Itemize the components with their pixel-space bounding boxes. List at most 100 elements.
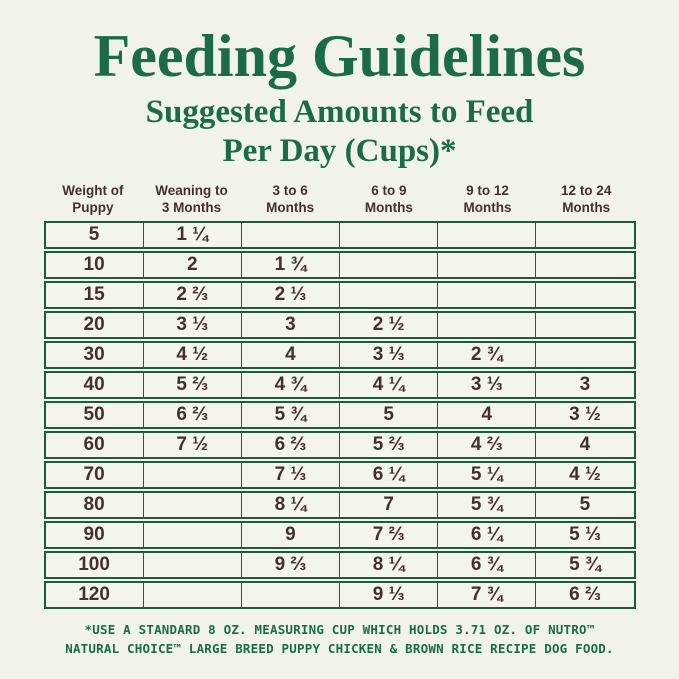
weight-cell: 100 <box>78 553 110 575</box>
cups-cell: 6 ¼ <box>339 462 437 487</box>
column-header-line1: 12 to 24 <box>561 182 612 198</box>
cups-cell: 5 ⅔ <box>339 432 437 457</box>
cups-cell <box>142 522 241 547</box>
subtitle-line-2: Per Day (Cups)* <box>222 133 457 170</box>
cups-cell: 6 ¼ <box>437 522 535 547</box>
cups-cell <box>437 282 535 307</box>
column-header: 3 to 6 Months <box>241 183 340 217</box>
cups-cell: 3 ⅓ <box>339 342 437 367</box>
weight-cell: 20 <box>83 313 105 335</box>
footnote-line-1: *USE A STANDARD 8 OZ. MEASURING CUP WHIC… <box>84 621 595 637</box>
weight-cell: 80 <box>83 493 105 515</box>
page-subtitle: Suggested Amounts to Feed Per Day (Cups)… <box>0 93 679 172</box>
cups-cell <box>535 312 633 337</box>
cups-cell: 4 <box>535 432 633 457</box>
cups-cell: 2 ⅔ <box>142 282 241 307</box>
cups-cell: 8 ¼ <box>339 552 437 577</box>
cups-cell <box>339 252 437 277</box>
page-title: Feeding Guidelines <box>93 23 586 89</box>
footnote-line-2: NATURAL CHOICE™ LARGE BREED PUPPY CHICKE… <box>65 641 614 657</box>
cups-cell: 3 ½ <box>535 402 633 427</box>
cups-cell: 2 ¾ <box>437 342 535 367</box>
cups-cell: 4 ½ <box>142 342 241 367</box>
table-header-row: Weight of Puppy Weaning to 3 Months 3 to 6 Mo… <box>44 183 636 217</box>
cups-cell: 6 ¾ <box>437 552 535 577</box>
weight-cell: 5 <box>88 223 100 245</box>
cups-cell: 4 <box>437 402 535 427</box>
weight-cell: 30 <box>83 343 105 365</box>
weight-cell: 15 <box>83 283 105 305</box>
cups-cell: 9 <box>240 522 339 547</box>
cups-cell <box>142 462 241 487</box>
weight-cell: 120 <box>78 583 110 605</box>
column-header-line2: Months <box>463 199 512 215</box>
cups-cell: 8 ¼ <box>240 492 339 517</box>
cups-cell <box>142 492 241 517</box>
cups-cell: 9 ⅓ <box>339 582 437 607</box>
cups-cell: 5 <box>339 402 437 427</box>
cups-cell <box>535 252 633 277</box>
cups-cell <box>437 312 535 337</box>
cups-cell: 2 ⅓ <box>240 282 339 307</box>
cups-cell: 3 <box>535 372 633 397</box>
cups-cell <box>339 222 437 247</box>
cups-cell: 3 ⅓ <box>142 312 241 337</box>
cups-cell: 6 ⅔ <box>535 582 633 607</box>
cups-cell: 7 ½ <box>142 432 241 457</box>
cups-cell <box>437 252 535 277</box>
column-header-line1: Weight of <box>62 182 124 198</box>
cups-cell: 5 ⅔ <box>142 372 241 397</box>
column-header-line1: 9 to 12 <box>466 182 509 198</box>
cups-cell: 3 ⅓ <box>437 372 535 397</box>
column-header-line2: Months <box>266 199 315 215</box>
column-header: 12 to 24 Months <box>537 183 636 217</box>
weight-cell: 10 <box>83 253 105 275</box>
column-header-line1: 6 to 9 <box>371 182 407 198</box>
column-header-line2: Months <box>562 199 611 215</box>
cups-cell: 5 ¾ <box>535 552 633 577</box>
cups-cell: 5 ⅓ <box>535 522 633 547</box>
cups-cell: 1 ¼ <box>142 222 241 247</box>
cups-cell <box>535 222 633 247</box>
cups-cell <box>339 282 437 307</box>
column-header: Weaning to 3 Months <box>142 183 241 217</box>
cups-cell <box>240 222 339 247</box>
cups-cell: 4 ½ <box>535 462 633 487</box>
cups-cell: 4 ¾ <box>240 372 339 397</box>
column-header-line1: Weaning to <box>155 182 228 198</box>
cups-cell <box>142 552 241 577</box>
cups-cell: 2 <box>142 252 241 277</box>
weight-cell: 60 <box>83 433 105 455</box>
cups-cell: 1 ¾ <box>240 252 339 277</box>
cups-cell: 6 ⅔ <box>240 432 339 457</box>
cups-cell: 5 ¼ <box>437 462 535 487</box>
column-header-line2: Puppy <box>72 199 114 215</box>
cups-cell: 5 ¾ <box>437 492 535 517</box>
subtitle-line-1: Suggested Amounts to Feed <box>145 93 534 130</box>
table-row: 10 2 1 ¾ <box>43 250 636 279</box>
cups-cell: 5 <box>535 492 633 517</box>
cups-cell <box>535 282 633 307</box>
cups-cell: 4 ⅔ <box>437 432 535 457</box>
cups-cell <box>240 582 339 607</box>
column-header-line2: Months <box>364 199 413 215</box>
cups-cell: 9 ⅔ <box>240 552 339 577</box>
cups-cell: 7 ¾ <box>437 582 535 607</box>
column-header: 9 to 12 Months <box>438 183 537 217</box>
cups-cell: 6 ⅔ <box>142 402 241 427</box>
cups-cell <box>142 582 241 607</box>
cups-cell: 5 ¾ <box>240 402 339 427</box>
column-header: Weight of Puppy <box>44 183 143 217</box>
cups-cell <box>437 222 535 247</box>
table-row: 5 1 ¼ <box>43 220 636 249</box>
